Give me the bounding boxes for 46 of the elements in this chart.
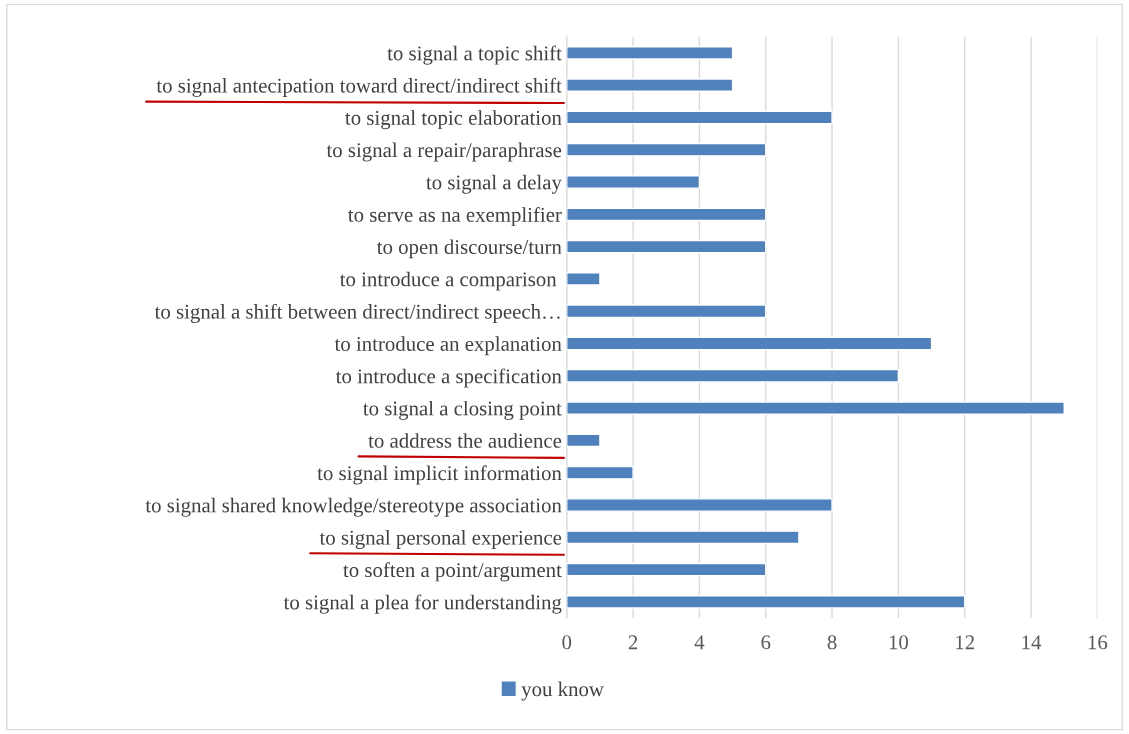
y-tick-label: to signal a delay bbox=[426, 174, 562, 194]
bar bbox=[566, 175, 701, 189]
x-tick-label: 12 bbox=[956, 635, 974, 650]
y-tick-label: to signal antecipation toward direct/indirect shift bbox=[156, 77, 562, 97]
bar bbox=[566, 498, 833, 512]
bar bbox=[566, 401, 1065, 415]
legend-label: you know bbox=[521, 681, 604, 701]
bar bbox=[566, 207, 767, 222]
x-tick-label: 16 bbox=[1088, 635, 1108, 650]
bar bbox=[566, 142, 767, 157]
y-tick-label: to signal a shift between direct/indirect speech… bbox=[154, 303, 560, 324]
bar bbox=[566, 562, 767, 577]
x-tick-label: 10 bbox=[889, 635, 909, 650]
bar bbox=[566, 239, 767, 254]
y-tick-label: to signal topic elaboration bbox=[345, 110, 562, 130]
x-tick-label: 0 bbox=[562, 635, 572, 650]
y-tick-label: to open discourse/turn bbox=[376, 239, 562, 259]
y-tick-label: to signal a repair/paraphrase bbox=[326, 142, 562, 162]
bar bbox=[566, 530, 800, 545]
y-tick-label: to signal implicit information bbox=[317, 465, 562, 485]
bar bbox=[566, 433, 601, 448]
y-tick-label: to signal a plea for understanding bbox=[283, 594, 562, 614]
x-tick-label: 8 bbox=[827, 635, 837, 650]
bar bbox=[566, 336, 933, 351]
y-tick-label: to signal personal experience bbox=[319, 530, 562, 550]
x-tick-label: 14 bbox=[1022, 635, 1042, 650]
x-tick-label: 2 bbox=[628, 635, 638, 650]
y-tick-label: to introduce a comparison bbox=[339, 271, 557, 291]
bar bbox=[566, 465, 634, 480]
y-tick-label: to serve as na exemplifier bbox=[348, 206, 562, 227]
bar bbox=[566, 110, 833, 125]
bar bbox=[566, 46, 734, 60]
y-tick-label: to soften a point/argument bbox=[343, 562, 562, 582]
x-tick-label: 6 bbox=[761, 635, 771, 650]
bar bbox=[566, 304, 767, 319]
bar bbox=[566, 78, 734, 92]
y-tick-label: to signal shared knowledge/stereotype association bbox=[145, 497, 562, 517]
bar bbox=[566, 368, 900, 383]
y-tick-label: to signal a topic shift bbox=[387, 45, 562, 65]
x-tick-label: 4 bbox=[694, 635, 705, 650]
y-tick-label: to introduce a specification bbox=[335, 368, 562, 388]
bar bbox=[566, 272, 601, 286]
bar bbox=[566, 595, 966, 609]
y-tick-label: to address the audience bbox=[368, 433, 562, 448]
y-tick-label: to signal a closing point bbox=[363, 400, 562, 420]
y-tick-label: to introduce an explanation bbox=[334, 336, 562, 356]
